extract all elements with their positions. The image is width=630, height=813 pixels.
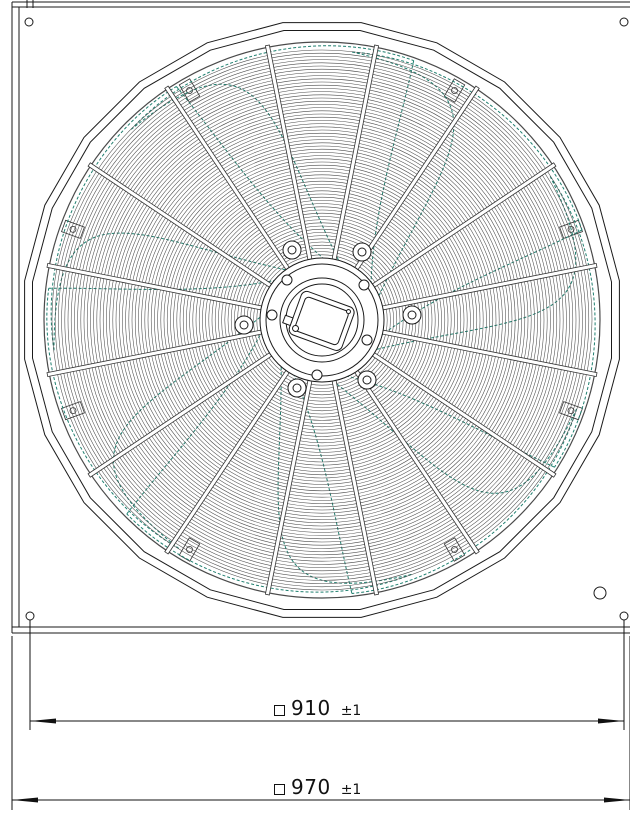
terminal-box bbox=[282, 290, 355, 351]
dimension-lines bbox=[11, 620, 630, 810]
guard-spokes bbox=[46, 44, 598, 596]
drain-hole bbox=[593, 586, 607, 600]
fan-blade bbox=[126, 332, 412, 593]
dimension-label-970: 970 ±1 bbox=[274, 775, 361, 799]
corner-hole-top-right bbox=[619, 17, 629, 27]
fan-blade bbox=[50, 86, 324, 351]
mounting-plate bbox=[11, 0, 630, 634]
guard-rings bbox=[43, 41, 601, 599]
square-symbol-icon bbox=[274, 705, 285, 716]
nozzle-ring bbox=[24, 22, 620, 618]
corner-hole-bottom-left bbox=[25, 611, 35, 621]
dimension-label-910: 910 ±1 bbox=[274, 696, 361, 720]
corner-hole-bottom-right bbox=[619, 611, 629, 621]
dimension-tolerance: ±1 bbox=[340, 703, 362, 719]
mounting-holes bbox=[24, 17, 629, 621]
dimension-value: 910 bbox=[291, 696, 331, 720]
bracket-tab bbox=[178, 537, 201, 562]
bracket-tab bbox=[61, 219, 85, 239]
bracket-tab bbox=[443, 537, 466, 562]
corner-hole-top-left bbox=[24, 17, 34, 27]
dimension-tolerance: ±1 bbox=[340, 782, 362, 798]
motor-hub bbox=[234, 240, 422, 398]
bracket-tab bbox=[61, 401, 85, 421]
fan-blade bbox=[130, 45, 415, 283]
square-symbol-icon bbox=[274, 784, 285, 795]
dimension-value: 970 bbox=[291, 775, 331, 799]
